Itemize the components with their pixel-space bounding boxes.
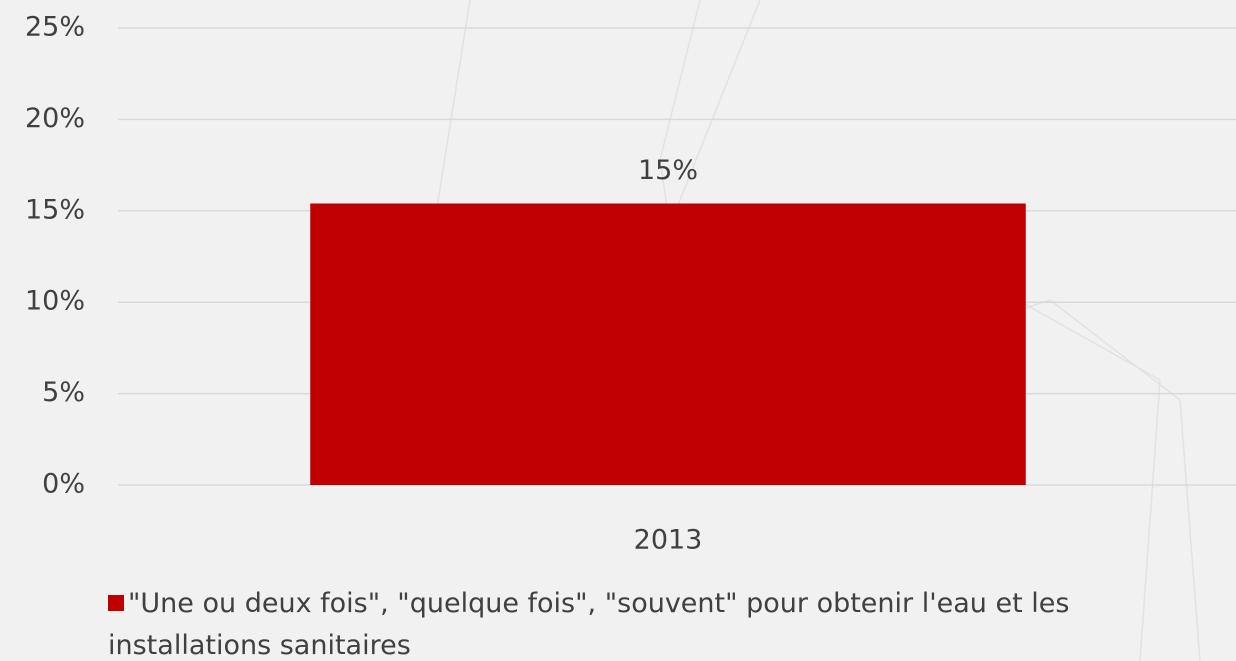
legend-swatch [108, 595, 124, 611]
y-tick-label: 5% [42, 377, 85, 408]
legend: "Une ou deux fois", "quelque fois", "sou… [108, 583, 1223, 661]
y-tick-label: 15% [25, 194, 85, 225]
bar [310, 203, 1026, 485]
y-tick-label: 0% [42, 469, 85, 500]
data-label: 15% [638, 155, 698, 186]
x-tick-label: 2013 [634, 525, 703, 556]
y-tick-label: 10% [25, 286, 85, 317]
y-tick-label: 25% [25, 12, 85, 43]
y-tick-label: 20% [25, 103, 85, 134]
legend-label: "Une ou deux fois", "quelque fois", "sou… [108, 588, 1070, 661]
